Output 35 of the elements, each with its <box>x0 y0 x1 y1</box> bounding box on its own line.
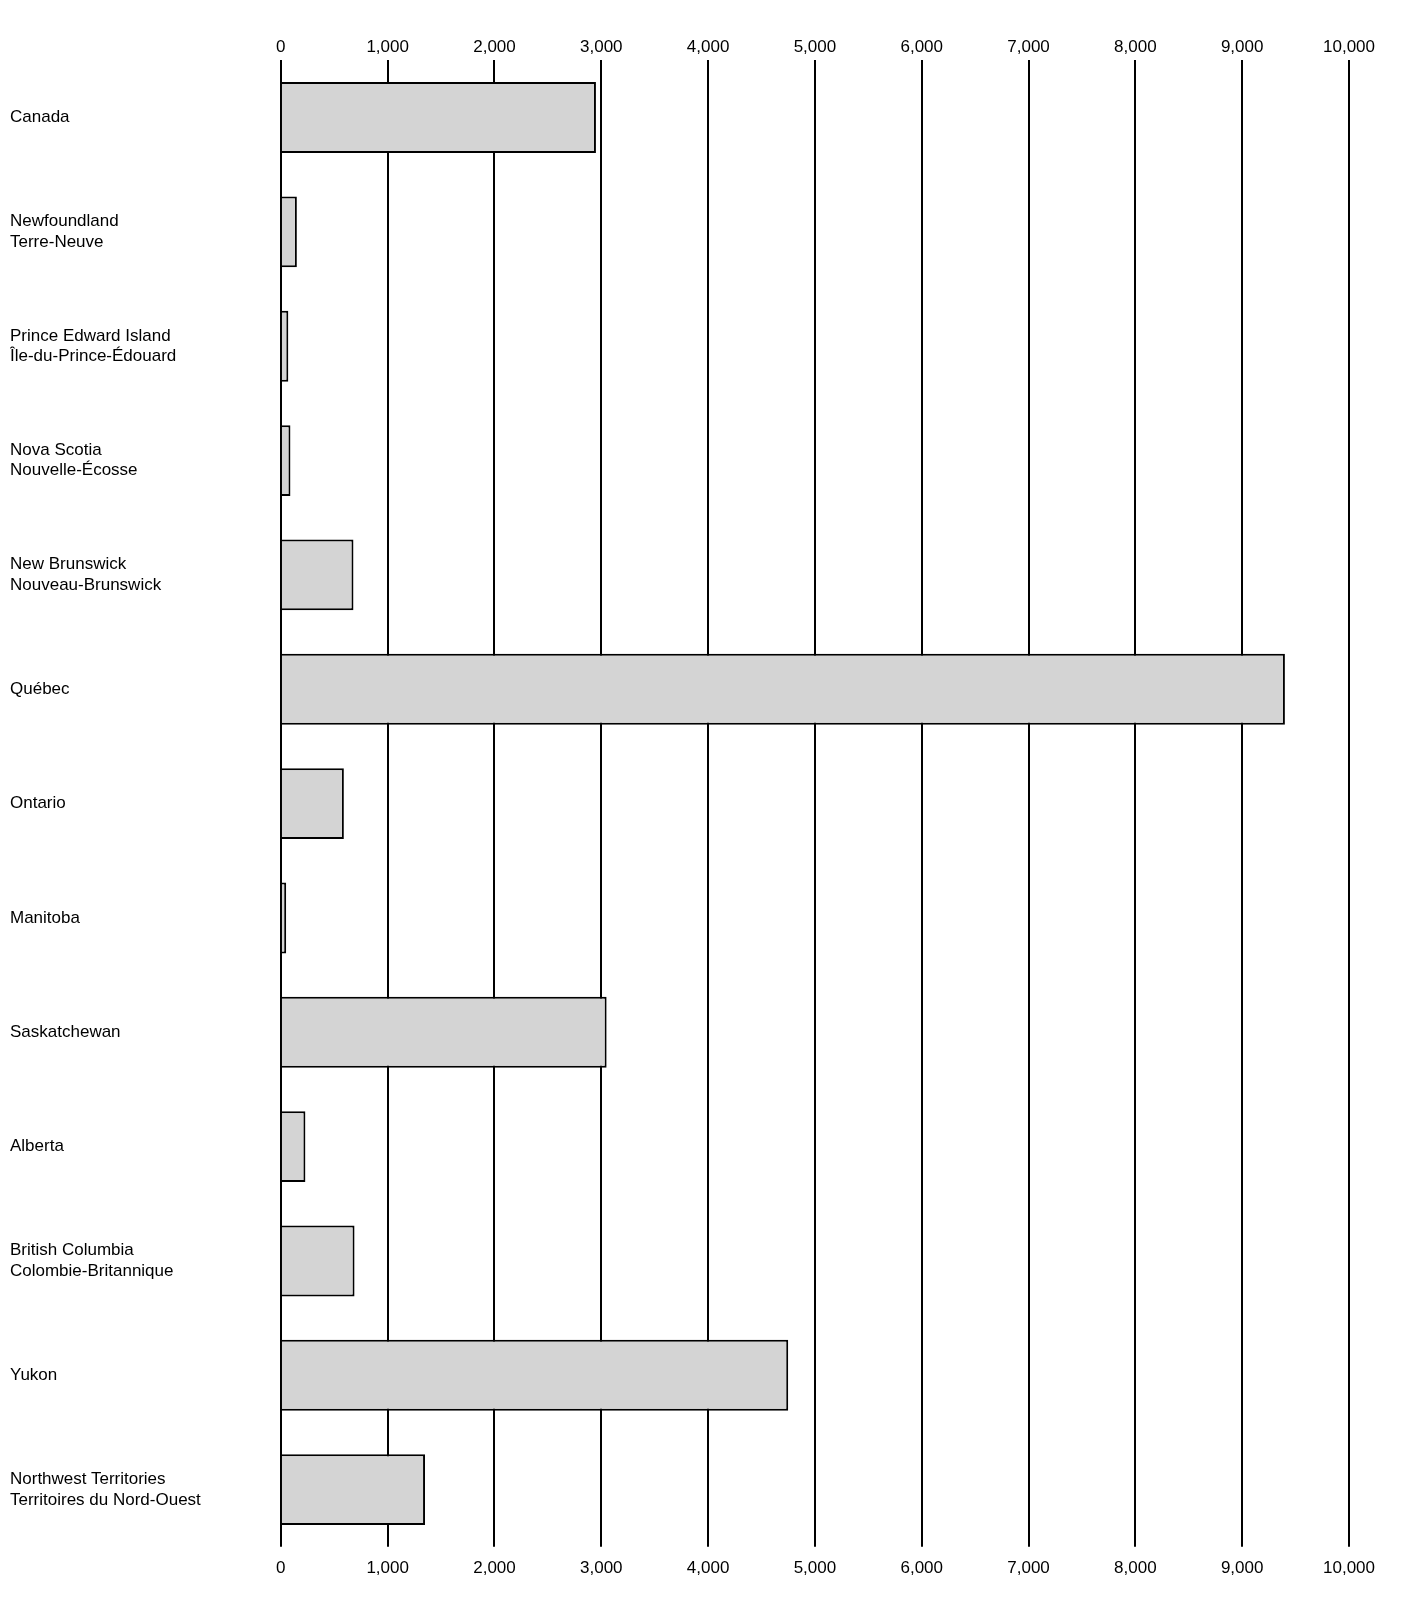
x2-tick-label: 0 <box>276 1557 286 1577</box>
y-tick-label: Ontario <box>10 793 66 813</box>
x-tick-label: 3,000 <box>580 36 623 56</box>
x2-tick-label: 6,000 <box>900 1557 944 1577</box>
y-tick-label: Yukon <box>10 1364 58 1384</box>
y-tick-label: British Columbia Colombie-Britannique <box>10 1240 174 1280</box>
x-tick-label: 8,000 <box>1114 36 1157 56</box>
y-tick-label: Northwest Territories Territoires du Nord-Ouest <box>10 1469 202 1509</box>
x2-tick-label: 8,000 <box>1114 1557 1157 1577</box>
y-tick-label: Newfoundland Terre-Neuve <box>10 211 119 251</box>
y-tick-label: New Brunswick Nouveau-Brunswick <box>10 554 162 594</box>
x2-tick-label: 10,000 <box>1323 1557 1375 1577</box>
y-tick-label: Manitoba <box>10 907 81 927</box>
x-tick-label: 10,000 <box>1323 36 1375 56</box>
y-tick-label: Prince Edward Island Île-du-Prince-Édouard <box>9 325 177 366</box>
x2-tick-label: 3,000 <box>580 1557 623 1577</box>
x-tick-label: 1,000 <box>366 36 409 56</box>
x-tick-label: 2,000 <box>473 36 516 56</box>
x-tick-label: 7,000 <box>1007 36 1050 56</box>
x-tick-label: 5,000 <box>793 36 837 56</box>
x2-tick-label: 4,000 <box>686 1557 730 1577</box>
y-tick-label: Québec <box>10 678 71 698</box>
x-tick-label: 4,000 <box>686 36 730 56</box>
x-tick-label: 6,000 <box>900 36 944 56</box>
y-tick-label: Saskatchewan <box>10 1021 121 1041</box>
x2-tick-label: 1,000 <box>366 1557 409 1577</box>
x-tick-label: 9,000 <box>1220 36 1264 56</box>
x2-tick-label: 5,000 <box>793 1557 837 1577</box>
x2-tick-label: 7,000 <box>1007 1557 1050 1577</box>
x2-tick-label: 9,000 <box>1220 1557 1264 1577</box>
y-tick-label: Canada <box>10 107 71 127</box>
y-tick-label: Nova Scotia Nouvelle-Écosse <box>10 440 138 480</box>
x2-tick-label: 2,000 <box>473 1557 516 1577</box>
x-tick-label: 0 <box>276 36 286 56</box>
y-tick-label: Alberta <box>10 1136 65 1156</box>
